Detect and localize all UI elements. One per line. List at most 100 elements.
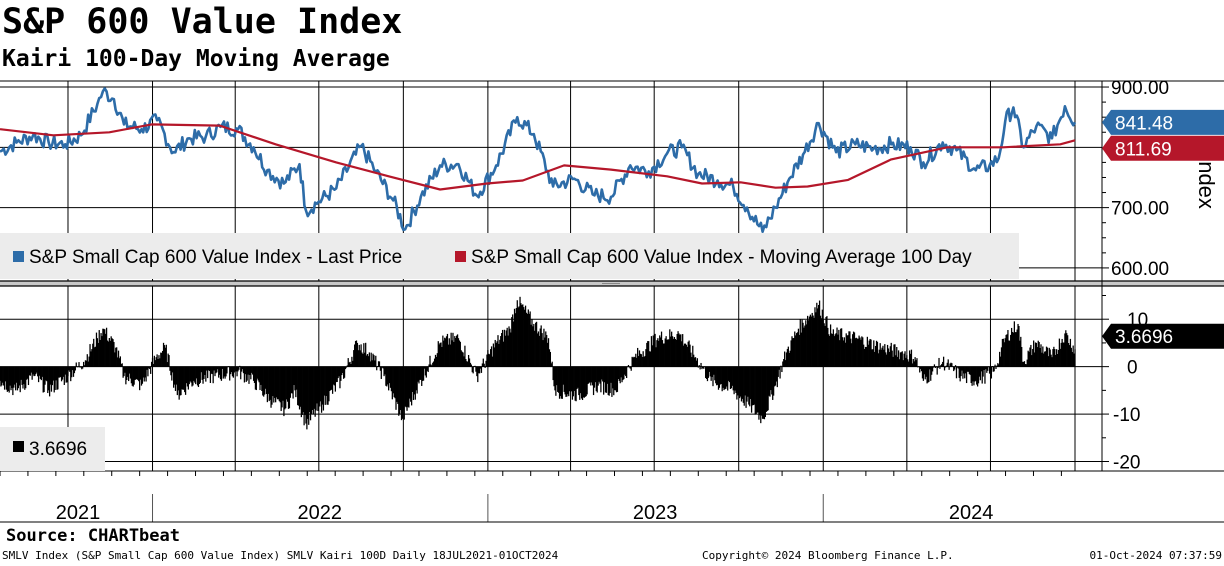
kairi-bar <box>1067 343 1070 367</box>
kairi-bar <box>653 342 655 367</box>
kairi-bar <box>1068 345 1071 367</box>
kairi-bar <box>309 366 311 413</box>
page-title: S&P 600 Value Index <box>2 2 403 42</box>
kairi-bar <box>402 366 404 411</box>
kairi-bar <box>218 366 220 378</box>
kairi-bar <box>1008 340 1010 367</box>
kairi-bar <box>621 366 623 383</box>
kairi-bar <box>569 366 572 392</box>
kairi-bar <box>531 319 533 367</box>
kairi-bar <box>163 345 166 367</box>
kairi-bar <box>433 361 435 367</box>
kairi-bar <box>841 337 844 367</box>
kairi-bar <box>914 357 916 367</box>
kairi-bar <box>177 366 179 391</box>
kairi-bar <box>881 347 883 367</box>
kairi-bar <box>401 366 404 419</box>
kairi-bar <box>98 330 100 367</box>
kairi-bar <box>646 342 648 367</box>
kairi-bar <box>100 333 102 367</box>
kairi-bar <box>195 366 198 379</box>
kairi-bar <box>124 366 126 373</box>
kairi-bar <box>600 366 602 393</box>
kairi-bar <box>638 350 641 367</box>
kairi-bar <box>674 338 676 367</box>
kairi-bar <box>353 350 355 367</box>
kairi-bar <box>513 308 516 367</box>
kairi-bar <box>399 366 402 411</box>
kairi-bar <box>1069 338 1072 367</box>
kairi-bar <box>698 365 700 367</box>
kairi-bar <box>76 366 78 368</box>
kairi-bar <box>460 350 462 367</box>
kairi-bar <box>786 348 789 367</box>
kairi-bar <box>806 324 808 367</box>
kairi-bar <box>78 362 80 367</box>
kairi-bar <box>26 366 29 379</box>
kairi-bar <box>22 366 24 389</box>
kairi-bar <box>625 366 628 378</box>
kairi-bar <box>340 366 342 381</box>
kairi-bar <box>563 366 565 392</box>
kairi-bar <box>666 339 668 367</box>
kairi-bar <box>843 337 846 367</box>
kairi-bar <box>373 355 375 367</box>
value-tag-label: 811.69 <box>1115 139 1172 160</box>
kairi-bar <box>820 318 823 367</box>
kairi-bar <box>72 366 75 377</box>
kairi-bar <box>627 364 630 367</box>
kairi-bar <box>60 366 63 382</box>
kairi-bar <box>987 366 989 371</box>
kairi-bar <box>898 359 901 367</box>
kairi-bar <box>149 366 151 370</box>
kairi-bar <box>571 366 574 400</box>
kairi-bar <box>432 362 434 367</box>
kairi-bar <box>99 339 101 367</box>
kairi-bar <box>234 366 236 370</box>
kairi-bar <box>739 366 741 399</box>
kairi-bar <box>137 366 139 381</box>
kairi-bar <box>467 361 469 367</box>
kairi-bar <box>397 366 399 404</box>
kairi-bar <box>18 366 20 386</box>
kairi-bar <box>681 341 683 367</box>
kairi-bar <box>156 354 158 367</box>
kairi-bar <box>65 366 67 383</box>
kairi-bar <box>405 366 407 408</box>
kairi-bar <box>951 363 953 367</box>
kairi-bar <box>803 327 805 367</box>
kairi-bar <box>0 366 2 387</box>
kairi-bar <box>712 366 714 387</box>
kairi-bar <box>175 366 178 385</box>
value-tag-label: 841.48 <box>1115 113 1173 134</box>
kairi-bar <box>515 308 517 367</box>
kairi-bar <box>1043 353 1045 367</box>
kairi-bar <box>244 366 246 375</box>
kairi-bar <box>920 366 922 369</box>
kairi-bar <box>667 339 669 367</box>
value-tag-shape <box>1102 323 1224 349</box>
kairi-bar <box>1017 323 1019 367</box>
kairi-bar <box>727 366 730 381</box>
kairi-bar <box>477 366 479 383</box>
kairi-bar <box>1019 340 1021 367</box>
kairi-bar <box>902 360 904 367</box>
kairi-bar <box>430 364 432 367</box>
kairi-bar <box>288 366 291 409</box>
kairi-bar <box>262 366 264 396</box>
kairi-bar <box>1073 353 1075 367</box>
kairi-bar <box>1018 325 1020 367</box>
kairi-bar <box>59 366 61 378</box>
kairi-bar <box>863 344 865 367</box>
kairi-bar <box>472 366 474 374</box>
kairi-bar <box>306 366 308 430</box>
kairi-bar <box>251 366 253 373</box>
kairi-bar <box>864 346 867 367</box>
kairi-bar <box>92 343 94 367</box>
kairi-bar <box>273 366 275 403</box>
kairi-bar <box>217 366 219 370</box>
kairi-bar <box>933 364 936 367</box>
kairi-bar <box>603 366 606 383</box>
kairi-bar <box>1052 349 1054 367</box>
kairi-bar <box>823 323 825 367</box>
